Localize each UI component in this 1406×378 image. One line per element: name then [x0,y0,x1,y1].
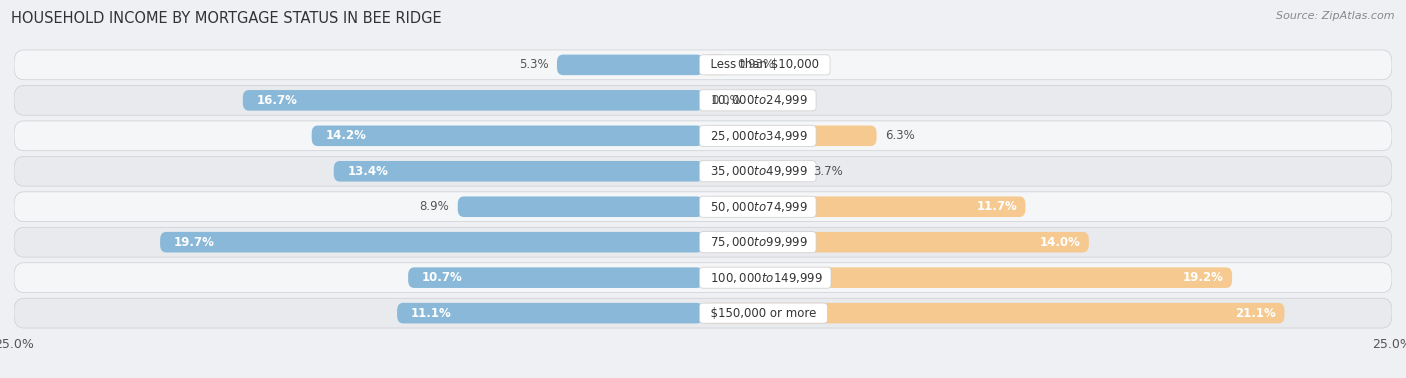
FancyBboxPatch shape [408,267,703,288]
Text: 16.7%: 16.7% [256,94,298,107]
FancyBboxPatch shape [14,263,1392,293]
Text: 10.7%: 10.7% [422,271,463,284]
FancyBboxPatch shape [243,90,703,111]
FancyBboxPatch shape [703,197,1025,217]
FancyBboxPatch shape [703,303,1285,324]
FancyBboxPatch shape [557,54,703,75]
FancyBboxPatch shape [14,227,1392,257]
Text: 11.1%: 11.1% [411,307,451,320]
Text: 19.2%: 19.2% [1182,271,1223,284]
FancyBboxPatch shape [160,232,703,253]
Text: $100,000 to $149,999: $100,000 to $149,999 [703,271,828,285]
Text: $150,000 or more: $150,000 or more [703,307,824,320]
FancyBboxPatch shape [14,85,1392,115]
Text: 14.2%: 14.2% [325,129,367,142]
Text: 0.93%: 0.93% [737,58,775,71]
Text: 5.3%: 5.3% [519,58,548,71]
FancyBboxPatch shape [14,156,1392,186]
Text: $75,000 to $99,999: $75,000 to $99,999 [703,235,813,249]
Text: 6.3%: 6.3% [884,129,915,142]
FancyBboxPatch shape [14,298,1392,328]
FancyBboxPatch shape [703,54,728,75]
FancyBboxPatch shape [14,50,1392,80]
FancyBboxPatch shape [333,161,703,181]
Text: 21.1%: 21.1% [1236,307,1277,320]
Text: $25,000 to $34,999: $25,000 to $34,999 [703,129,813,143]
Text: 13.4%: 13.4% [347,165,388,178]
Text: 8.9%: 8.9% [420,200,450,213]
Text: Source: ZipAtlas.com: Source: ZipAtlas.com [1277,11,1395,21]
Text: 3.7%: 3.7% [813,165,844,178]
Text: $10,000 to $24,999: $10,000 to $24,999 [703,93,813,107]
FancyBboxPatch shape [312,125,703,146]
FancyBboxPatch shape [703,232,1088,253]
Text: HOUSEHOLD INCOME BY MORTGAGE STATUS IN BEE RIDGE: HOUSEHOLD INCOME BY MORTGAGE STATUS IN B… [11,11,441,26]
Text: 0.0%: 0.0% [711,94,741,107]
Text: $35,000 to $49,999: $35,000 to $49,999 [703,164,813,178]
Text: 11.7%: 11.7% [976,200,1017,213]
Text: 19.7%: 19.7% [174,236,215,249]
Text: 14.0%: 14.0% [1039,236,1081,249]
FancyBboxPatch shape [14,192,1392,222]
FancyBboxPatch shape [703,267,1232,288]
Text: $50,000 to $74,999: $50,000 to $74,999 [703,200,813,214]
FancyBboxPatch shape [703,161,806,181]
FancyBboxPatch shape [703,125,876,146]
FancyBboxPatch shape [458,197,703,217]
FancyBboxPatch shape [14,121,1392,151]
FancyBboxPatch shape [396,303,703,324]
Text: Less than $10,000: Less than $10,000 [703,58,827,71]
